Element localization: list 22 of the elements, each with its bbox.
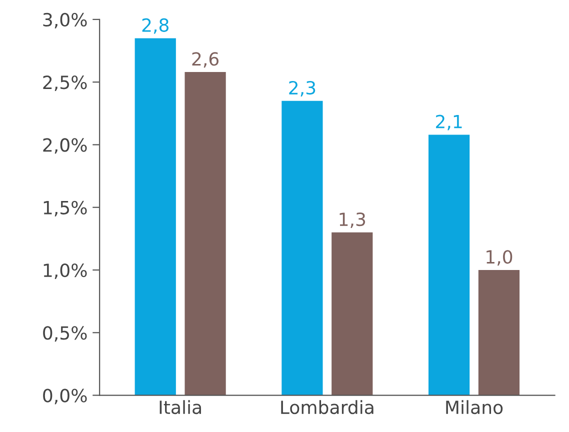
data-label: 2,8 [142, 18, 168, 34]
y-tick-label: 1,0% [44, 263, 87, 279]
data-label: 2,3 [289, 80, 316, 96]
x-tick-label: Italia [160, 400, 201, 414]
bar [134, 38, 176, 396]
data-label: 2,1 [436, 114, 462, 130]
y-tick-label: 2,0% [43, 138, 87, 154]
x-tick-label: Milano [446, 400, 503, 414]
x-tick-label: Lombardia [281, 400, 374, 414]
bar [184, 72, 226, 396]
bar [282, 100, 323, 396]
y-tick-label: 2,5% [43, 76, 87, 92]
bar [478, 270, 520, 396]
bar [428, 134, 470, 396]
y-tick-label: 3,0% [43, 12, 87, 28]
data-label: 2,6 [192, 52, 219, 68]
y-tick-label: 0,5% [43, 326, 87, 342]
bar [332, 232, 373, 396]
data-label: 1,0 [486, 250, 512, 266]
data-label: 1,3 [340, 212, 366, 228]
y-tick-label: 0,0% [43, 388, 87, 404]
y-tick-label: 1,5% [44, 200, 87, 216]
